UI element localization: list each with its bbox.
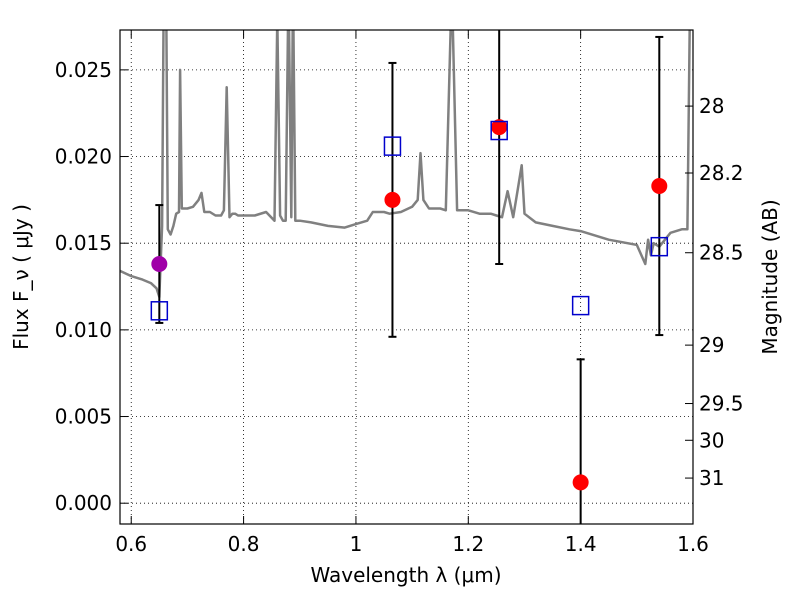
y-tick-label: 0.015	[55, 231, 112, 255]
magnitude-tick-label: 29	[699, 333, 724, 357]
observed-data-point	[651, 178, 668, 194]
observed-data-point	[572, 474, 589, 491]
model-spectrum-layer	[120, 30, 691, 299]
x-tick-label: 0.6	[115, 532, 147, 556]
x-tick-label: 1.4	[565, 532, 597, 556]
magnitude-tick-label: 31	[699, 466, 724, 490]
x-tick-label: 1.2	[452, 532, 484, 556]
observed-data-point	[151, 256, 168, 272]
y-tick-label: 0.010	[55, 318, 112, 342]
y-tick-label: 0.020	[55, 145, 112, 169]
magnitude-tick-label: 30	[699, 428, 724, 452]
x-tick-label: 1	[350, 532, 363, 556]
x-tick-label: 0.8	[228, 532, 260, 556]
data-markers	[150, 119, 669, 491]
y-tick-label: 0.005	[55, 405, 112, 429]
y-tick-label: 0.000	[55, 491, 112, 515]
axis-ticks: 0.6 0.8 1 1.2 1.4 1.6 0.000 0.005 0.010 0.015 0.02…	[55, 30, 744, 556]
observed-data-point	[491, 119, 508, 136]
y-axis-right-label: Magnitude (AB)	[758, 199, 782, 354]
x-tick-label: 1.6	[677, 532, 709, 556]
plot-frame	[119, 29, 694, 525]
x-axis-label: Wavelength λ (μm)	[310, 563, 501, 587]
model-square-marker	[571, 295, 590, 316]
model-square-marker	[150, 301, 169, 321]
model-square-marker	[490, 120, 508, 141]
model-spectrum-line	[120, 30, 691, 299]
model-square-marker	[383, 136, 402, 156]
magnitude-tick-label: 28.2	[699, 161, 744, 185]
y-tick-label: 0.025	[55, 58, 112, 82]
observed-data-point	[384, 191, 401, 208]
magnitude-tick-label: 29.5	[699, 392, 744, 416]
magnitude-tick-label: 28.5	[699, 241, 744, 265]
y-axis-label: Flux F_ν ( μJy )	[9, 204, 33, 350]
magnitude-tick-label: 28	[699, 94, 724, 118]
model-square-marker	[650, 236, 669, 257]
